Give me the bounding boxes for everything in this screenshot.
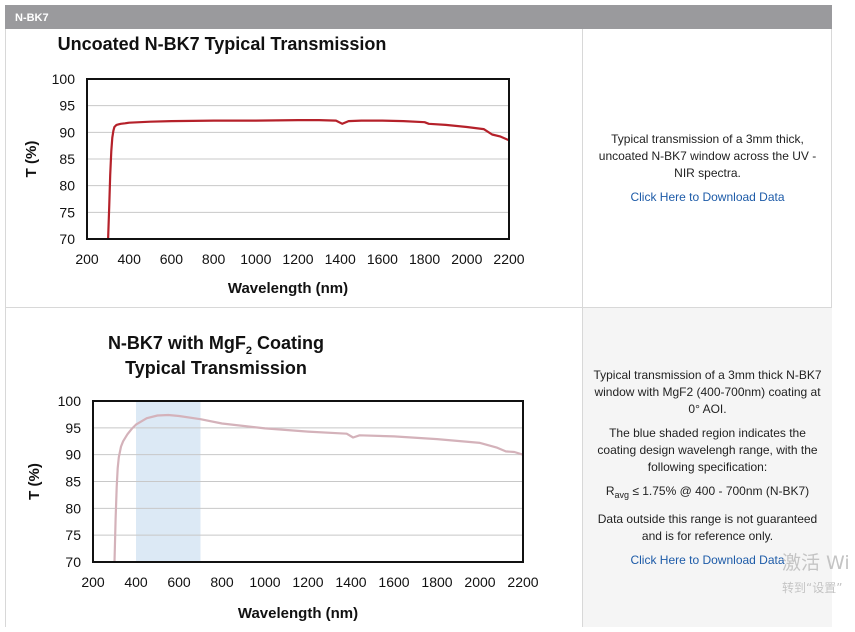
chart-cell-mgf2: N-BK7 with MgF2 Coating Typical Transmiss… (6, 308, 582, 627)
x-tick-label: 1800 (421, 574, 452, 590)
transmission-series-line (113, 413, 524, 563)
chart-title-line-2: Typical Transmission (125, 358, 307, 378)
product-row-mgf2: N-BK7 with MgF2 Coating Typical Transmiss… (5, 308, 832, 627)
y-tick-label: 75 (59, 204, 75, 220)
y-tick-label: 85 (65, 474, 81, 490)
y-tick-label: 70 (59, 231, 75, 247)
x-axis-title: Wavelength (nm) (238, 605, 358, 622)
spec-subscript: avg (614, 489, 629, 500)
y-tick-label: 90 (59, 124, 75, 140)
spec-rest: ≤ 1.75% @ 400 - 700nm (N-BK7) (629, 483, 810, 498)
x-tick-label: 1200 (282, 251, 313, 267)
y-tick-label: 75 (65, 527, 81, 543)
y-axis-title: T (%) (23, 141, 40, 178)
x-axis-title: Wavelength (nm) (228, 280, 348, 297)
section-title: N-BK7 (15, 12, 49, 24)
x-tick-label: 1400 (325, 251, 356, 267)
x-tick-label: 1000 (240, 251, 271, 267)
plot-frame (86, 78, 510, 240)
watermark-line-2: 转到“设置” (782, 581, 843, 595)
x-tick-label: 400 (124, 574, 148, 590)
x-tick-label: 400 (118, 251, 142, 267)
y-tick-label: 80 (59, 178, 75, 194)
y-tick-label: 90 (65, 447, 81, 463)
y-tick-label: 95 (65, 420, 81, 436)
uncoated-transmission-chart: Uncoated N-BK7 Typical Transmission 70 75 8… (23, 34, 525, 297)
y-tick-label: 85 (59, 151, 75, 167)
x-tick-label: 600 (160, 251, 184, 267)
chart-title-part: Coating (252, 333, 324, 353)
description-text: Typical transmission of a 3mm thick, unc… (598, 131, 817, 180)
download-data-link[interactable]: Click Here to Download Data (630, 189, 785, 204)
product-row-uncoated: Uncoated N-BK7 Typical Transmission 70 75 8… (5, 29, 832, 308)
y-tick-label: 70 (65, 554, 81, 570)
chart-title: Uncoated N-BK7 Typical Transmission (58, 34, 387, 54)
section-header: N-BK7 (5, 5, 832, 29)
chart-title-subscript: 2 (246, 345, 252, 357)
x-tick-label: 1400 (335, 574, 366, 590)
chart-cell-uncoated: Uncoated N-BK7 Typical Transmission 70 75 8… (6, 29, 582, 307)
x-tick-label: 1600 (378, 574, 409, 590)
y-tick-label: 95 (59, 98, 75, 114)
watermark-line-1: 激活 Wi (782, 552, 850, 574)
y-tick-label: 100 (52, 71, 76, 87)
disclaimer-text: Data outside this range is not guarantee… (597, 511, 818, 543)
os-activation-watermark: 激活 Wi 转到“设置” (782, 548, 850, 596)
x-tick-label: 2000 (464, 574, 495, 590)
x-tick-label: 800 (202, 251, 226, 267)
spec-r: R (605, 483, 615, 498)
description-cell-uncoated: Typical transmission of a 3mm thick, unc… (582, 29, 832, 307)
x-tick-label: 1200 (292, 574, 323, 590)
x-tick-label: 1800 (409, 251, 440, 267)
y-axis-title: T (%) (26, 463, 43, 500)
chart-title: N-BK7 with MgF2 Coating (108, 333, 324, 357)
shaded-region-text: The blue shaded region indicates the coa… (597, 425, 818, 474)
plot-frame (92, 400, 524, 563)
x-tick-label: 600 (167, 574, 191, 590)
x-tick-label: 200 (81, 574, 105, 590)
download-data-link[interactable]: Click Here to Download Data (630, 552, 785, 567)
y-tick-label: 80 (65, 500, 81, 516)
x-tick-label: 2200 (493, 251, 524, 267)
x-tick-label: 2000 (451, 251, 482, 267)
x-tick-label: 800 (210, 574, 234, 590)
description-text: Typical transmission of a 3mm thick N-BK… (593, 367, 822, 416)
x-tick-label: 1000 (249, 574, 280, 590)
y-tick-label: 100 (58, 393, 82, 409)
transmission-series-line (107, 118, 510, 240)
coating-spec: Ravg ≤ 1.75% @ 400 - 700nm (N-BK7) (606, 483, 809, 504)
description-cell-mgf2: Typical transmission of a 3mm thick N-BK… (582, 308, 832, 627)
x-tick-label: 1600 (367, 251, 398, 267)
x-tick-label: 200 (75, 251, 99, 267)
x-tick-label: 2200 (507, 574, 538, 590)
chart-title-part: N-BK7 with MgF (108, 333, 246, 353)
